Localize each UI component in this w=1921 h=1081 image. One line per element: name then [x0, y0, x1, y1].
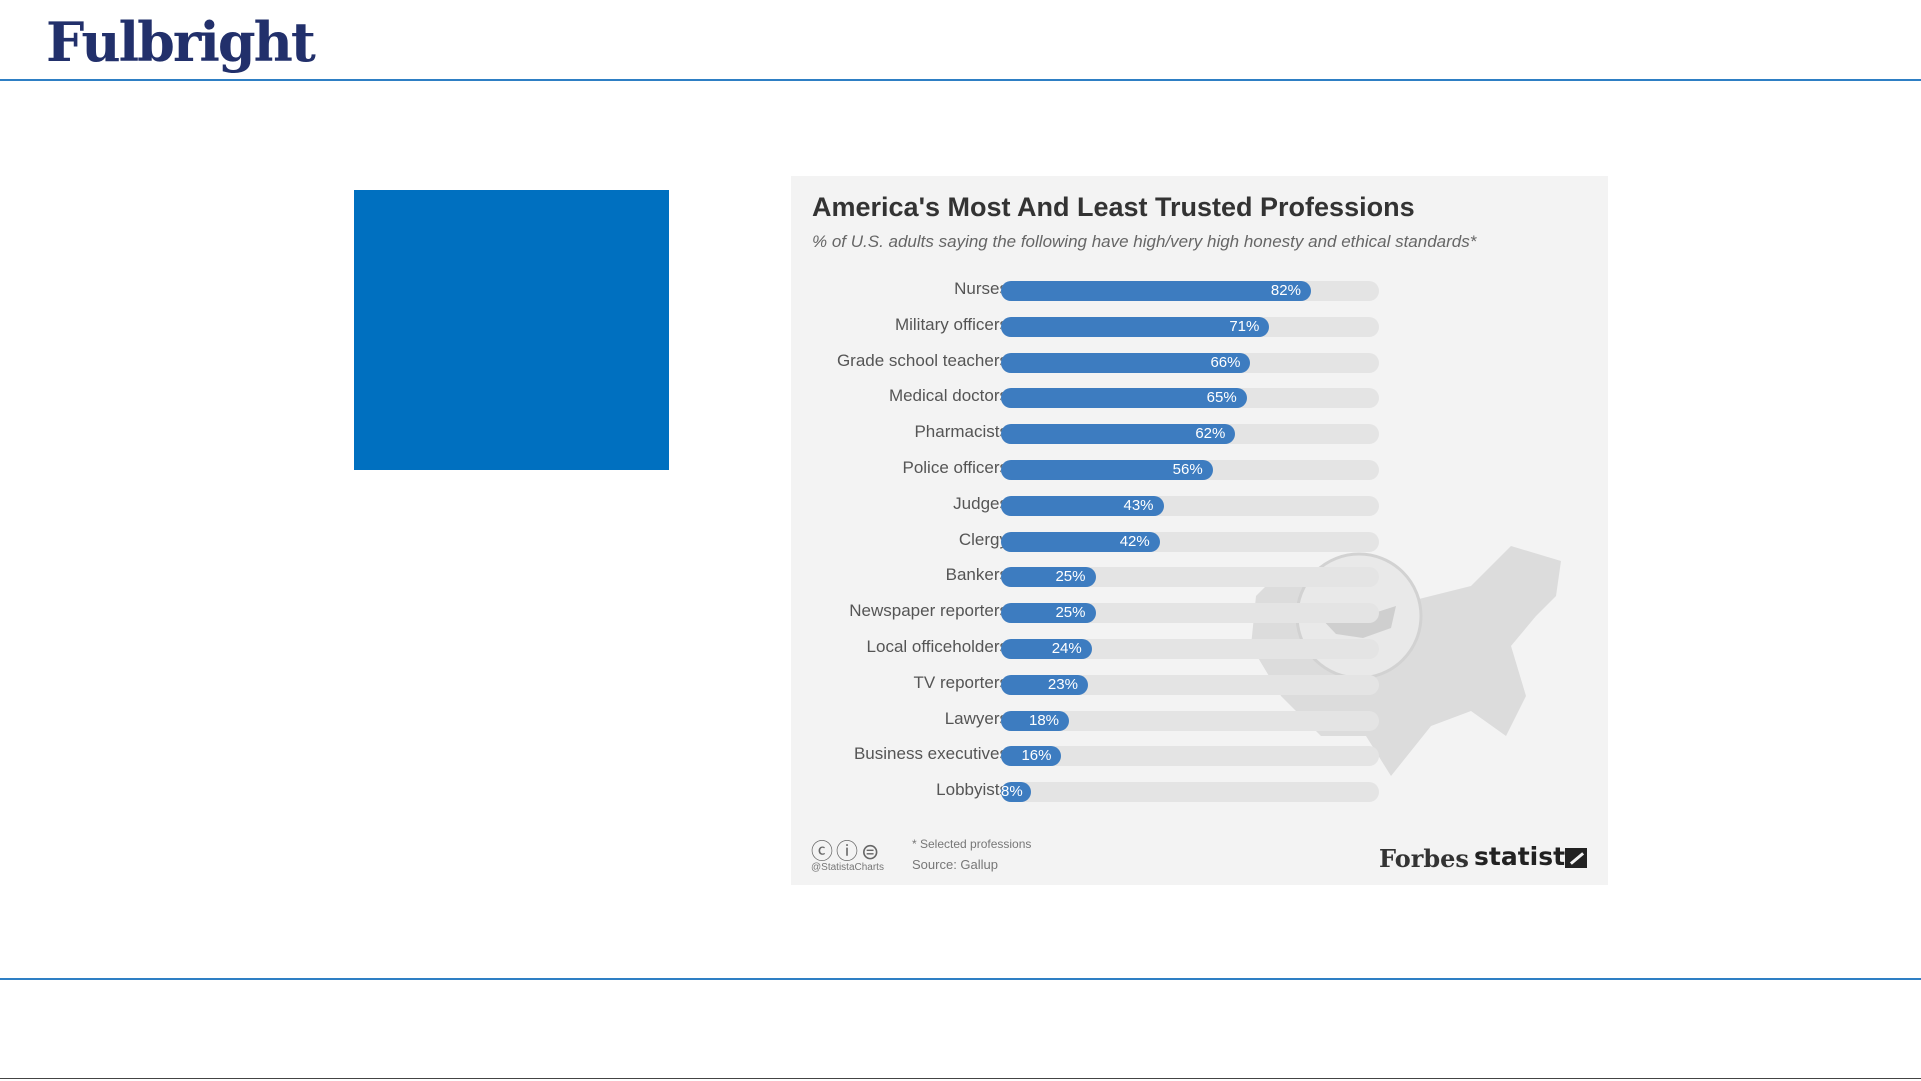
bar-row: Pharmacists 62% [791, 419, 1608, 447]
bar-category-label: Business executives [853, 744, 1008, 764]
bar-category-label: Medical doctors [888, 386, 1008, 406]
infographic-chart: America's Most And Least Trusted Profess… [791, 176, 1608, 885]
bar-category-label: TV reporters [913, 672, 1008, 692]
bar-value-label: 24% [1051, 640, 1082, 657]
bar-track [1001, 710, 1379, 731]
bar [1001, 531, 1160, 552]
bar-track [1001, 603, 1379, 624]
bar-value-label: 56% [1172, 461, 1203, 478]
source-note: Source: Gallup [912, 857, 998, 872]
bar [1001, 352, 1251, 373]
header-divider [0, 79, 1921, 81]
statista-logo: statista [1474, 842, 1582, 871]
bar-row: Medical doctors 65% [791, 383, 1608, 411]
bar [1001, 567, 1096, 588]
bar-value-label: 42% [1119, 532, 1150, 550]
bar-track [1001, 782, 1379, 803]
bar-value-label: 23% [1047, 675, 1078, 693]
bar-track [1001, 567, 1379, 588]
bar-category-label: Bankers [945, 565, 1008, 585]
bar [1001, 674, 1088, 695]
forbes-logo: Forbes [1379, 844, 1469, 873]
bar-row: Nurses 82% [791, 276, 1608, 304]
fulbright-logo: Fulbright [46, 10, 316, 74]
chart-subtitle: % of U.S. adults saying the following ha… [812, 232, 1477, 251]
bar-value-label: 43% [1123, 496, 1154, 514]
bar-category-label: Police officers [902, 458, 1008, 477]
bar-category-label: Pharmacists [914, 422, 1008, 442]
bar-row: Grade school teachers 66% [791, 348, 1608, 376]
bar [1001, 388, 1247, 409]
footnote: * Selected professions [912, 837, 1032, 851]
bar-row: Business executives 16% [791, 741, 1608, 769]
bar-value-label: 62% [1195, 425, 1226, 443]
bar-row: Military officers 71% [791, 312, 1608, 340]
bar-value-label: 66% [1210, 353, 1241, 371]
bar [1001, 603, 1096, 624]
bar-category-label: Lobbyists [936, 780, 1008, 800]
bar-category-label: Clergy [958, 529, 1008, 549]
bar-value-label: 25% [1055, 604, 1086, 622]
bar-value-label: 8% [1001, 783, 1023, 801]
chart-title: America's Most And Least Trusted Profess… [812, 192, 1415, 222]
license-icons: ⓒⓘ⊜ [811, 839, 883, 864]
bar-category-label: Nurses [954, 279, 1008, 298]
bar-value-label: 82% [1270, 282, 1301, 299]
bar-track [1001, 674, 1379, 695]
bar [1001, 460, 1213, 480]
bar-category-label: Grade school teachers [836, 350, 1008, 370]
footer-divider [0, 978, 1921, 980]
bar-row: Judges 43% [791, 491, 1608, 519]
bar-value-label: 18% [1029, 711, 1060, 729]
bar-track [1001, 746, 1379, 767]
bar-value-label: 65% [1206, 389, 1237, 407]
bar [1001, 316, 1270, 337]
bar-value-label: 25% [1055, 568, 1086, 586]
bar [1001, 639, 1092, 659]
bar-value-label: 71% [1229, 317, 1260, 335]
bar-category-label: Military officers [894, 314, 1008, 334]
bar-category-label: Judges [953, 493, 1008, 513]
bar-row: Bankers 25% [791, 562, 1608, 590]
bar [1001, 424, 1236, 445]
bar-category-label: Newspaper reporters [849, 601, 1008, 621]
bar [1001, 281, 1311, 301]
bar-row: Local officeholders 24% [791, 634, 1608, 662]
bar [1001, 782, 1032, 803]
blue-placeholder-block [354, 190, 669, 470]
statista-handle: @StatistaCharts [811, 862, 884, 873]
bar-value-label: 16% [1021, 747, 1052, 765]
bar-row: Police officers 56% [791, 455, 1608, 483]
bar-category-label: Local officeholders [866, 637, 1008, 656]
bar-row: Clergy 42% [791, 527, 1608, 555]
bar [1001, 746, 1062, 767]
bar-row: TV reporters 23% [791, 670, 1608, 698]
bar-category-label: Lawyers [944, 708, 1008, 728]
bar [1001, 495, 1164, 516]
bar-row: Lawyers 18% [791, 706, 1608, 734]
bar-track [1001, 639, 1379, 659]
footer-bottom-line [0, 1078, 1921, 1079]
bar-row: Newspaper reporters 25% [791, 598, 1608, 626]
statista-mark-icon [1565, 848, 1587, 868]
bar-row: Lobbyists 8% [791, 777, 1608, 805]
bar [1001, 710, 1070, 731]
